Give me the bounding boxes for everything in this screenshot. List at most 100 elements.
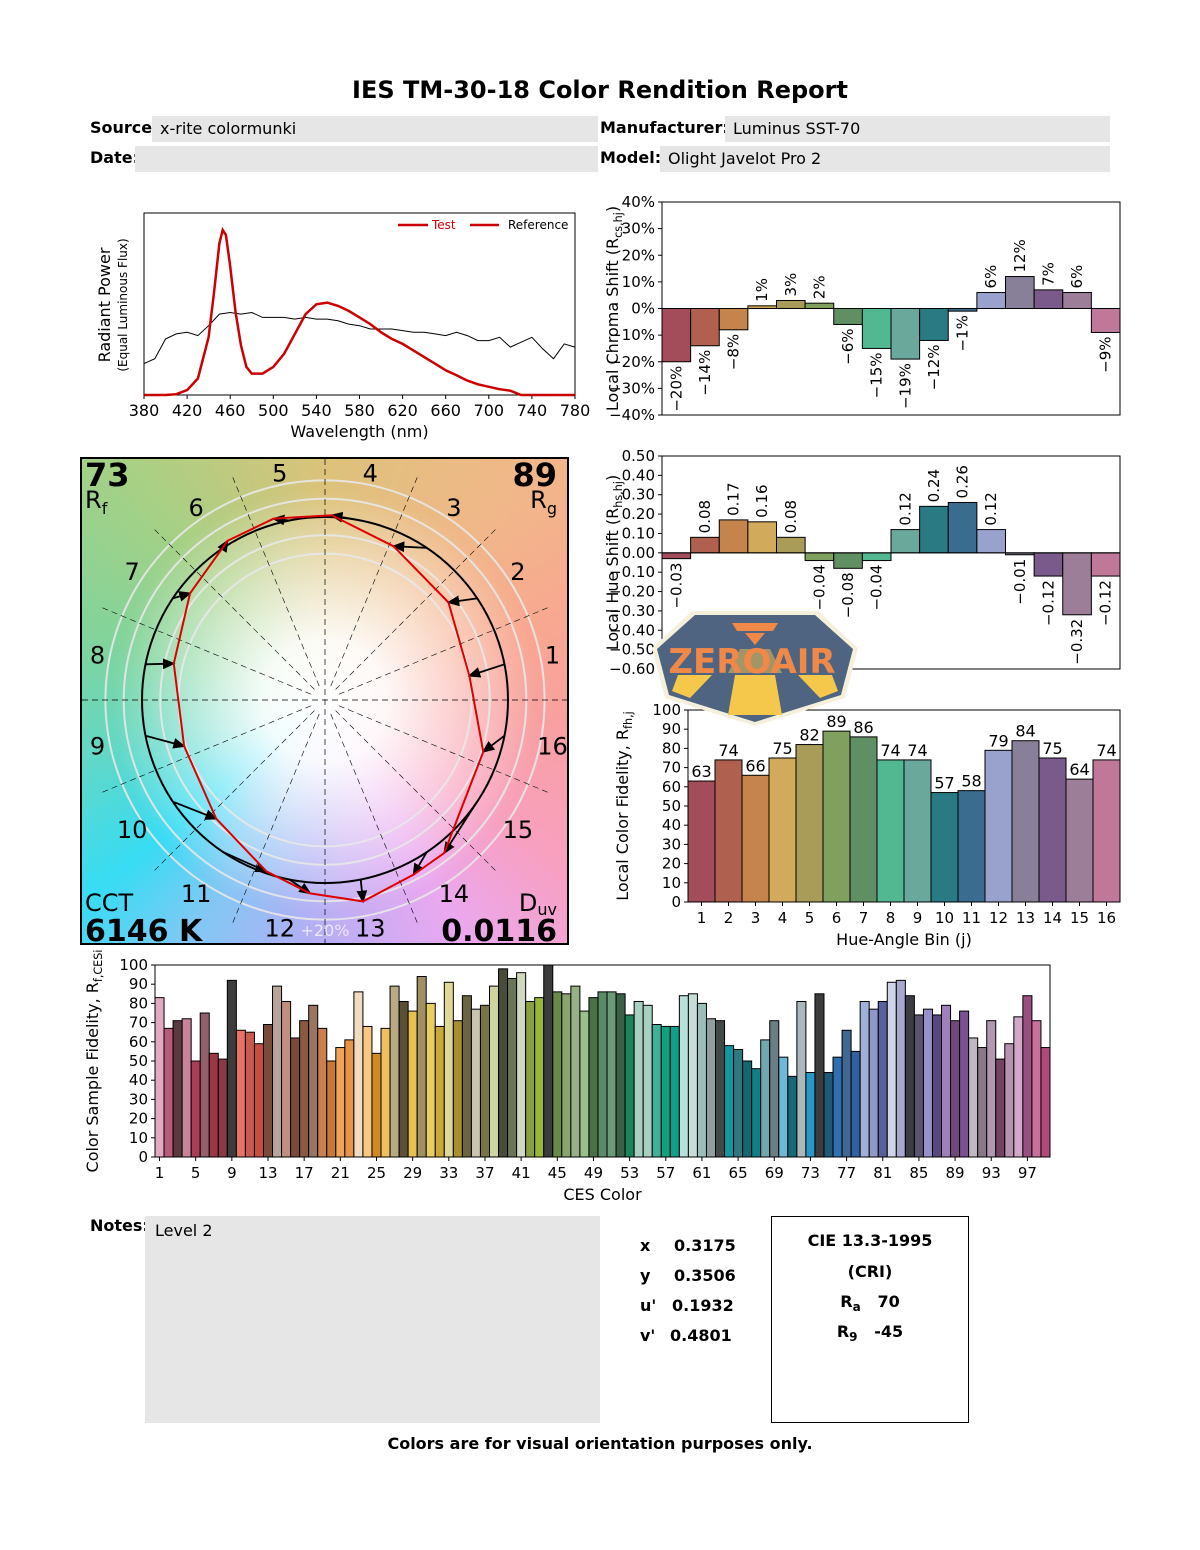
fidelity-value-label: 75 — [1042, 739, 1062, 758]
fidelity-y-tick-label: 80 — [662, 739, 681, 757]
hue-y-tick-label: −0.20 — [609, 583, 655, 601]
fidelity-value-label: 57 — [934, 774, 954, 793]
chroma-y-tick-label: −40% — [609, 406, 655, 424]
bin-boundary-line — [151, 526, 315, 690]
date-label: Date: — [90, 148, 139, 167]
ces-bar-92 — [977, 1047, 988, 1158]
notes-box — [145, 1216, 600, 1423]
hue-value-label: −0.32 — [1068, 619, 1086, 665]
ces-bar-65 — [733, 1048, 744, 1158]
ces-bar-67 — [751, 1068, 762, 1158]
y-axis-sublabel: (Equal Luminous Flux) — [116, 238, 130, 371]
chroma-y-tick-label: −10% — [609, 326, 655, 344]
ces-x-tick-label: 13 — [258, 1164, 277, 1182]
ces-bar-88 — [941, 1004, 952, 1158]
chroma-value-label: 6% — [982, 265, 1000, 289]
ces-x-tick-label: 93 — [982, 1164, 1001, 1182]
bin-label-9: 9 — [90, 732, 105, 760]
hue-bar-10 — [919, 505, 949, 554]
ces-bar-18 — [308, 1004, 319, 1158]
fidelity-y-tick-label: 70 — [662, 759, 681, 777]
ces-x-tick-label: 85 — [909, 1164, 928, 1182]
bin-label-16: 16 — [537, 732, 568, 760]
ces-bar-20 — [326, 1060, 337, 1158]
fidelity-x-tick-label: 12 — [989, 909, 1008, 927]
fidelity-x-tick-label: 5 — [805, 909, 815, 927]
v-prime-value: 0.4801 — [670, 1326, 732, 1345]
ces-x-tick-label: 9 — [227, 1164, 237, 1182]
ces-bar-5 — [190, 1060, 201, 1158]
x-tick-label: 740 — [517, 401, 548, 420]
ces-y-tick-label: 90 — [129, 975, 148, 993]
x-tick-label: 660 — [430, 401, 461, 420]
spectrum-plot-area — [143, 212, 576, 396]
local-chroma-shift-chart: −20% −14% −8% 1% 3% 2% −6% −15% −19% −12% −1% 6% 12%… — [603, 193, 1121, 424]
ces-bar-59 — [678, 995, 689, 1158]
fidelity-bar-7 — [849, 736, 878, 903]
ces-bar-87 — [931, 1014, 943, 1158]
ces-y-tick-label: 70 — [129, 1014, 148, 1032]
ces-bar-80 — [868, 1008, 879, 1158]
chroma-value-label: −6% — [839, 328, 857, 364]
manufacturer-label: Manufacturer: — [600, 118, 729, 137]
ces-bar-8 — [217, 1058, 228, 1158]
ces-bar-72 — [796, 1000, 807, 1158]
hue-y-tick-label: 0.00 — [622, 544, 655, 562]
fidelity-y-tick-label: 50 — [662, 797, 681, 815]
x-tick-label: 580 — [344, 401, 375, 420]
ces-bar-34 — [452, 1020, 463, 1158]
bin-boundary-line — [230, 473, 320, 687]
bin-label-12: 12 — [264, 915, 295, 943]
hue-y-tick-label: 0.50 — [622, 447, 655, 465]
ces-bar-32 — [434, 1025, 445, 1158]
ces-bar-61 — [696, 1002, 707, 1158]
manufacturer-field: Luminus SST-70 — [725, 116, 1110, 142]
chroma-value-label: −8% — [725, 334, 743, 370]
ces-y-tick-label: 100 — [119, 956, 148, 974]
fidelity-x-tick-label: 9 — [913, 909, 923, 927]
source-field: x-rite colormunki — [152, 116, 598, 142]
ces-bar-76 — [832, 1056, 843, 1158]
fidelity-y-tick-label: 40 — [662, 816, 681, 834]
ces-x-tick-label: 25 — [367, 1164, 386, 1182]
ces-x-tick-label: 97 — [1018, 1164, 1037, 1182]
hue-value-label: 0.08 — [782, 500, 800, 533]
bin-boundary-line — [151, 710, 315, 874]
ces-y-tick-label: 60 — [129, 1033, 148, 1051]
shift-arrow-bin-14 — [412, 851, 428, 877]
hue-value-label: 0.16 — [753, 484, 771, 517]
bin-label-3: 3 — [446, 494, 461, 522]
ces-bar-6 — [199, 1012, 210, 1158]
chroma-bar-15 — [1062, 292, 1092, 309]
fidelity-value-label: 63 — [691, 762, 711, 781]
fidelity-bar-2 — [714, 759, 743, 903]
fidelity-x-tick-label: 11 — [962, 909, 981, 927]
x-tick-label: 620 — [387, 401, 418, 420]
ces-bar-56 — [651, 1024, 662, 1158]
ces-x-tick-label: 73 — [801, 1164, 820, 1182]
cri-box: CIE 13.3-1995 (CRI) Ra 70 R9 -45 — [771, 1216, 969, 1423]
hue-y-axis-label-part: ) — [603, 475, 622, 481]
ces-bar-78 — [850, 1050, 861, 1158]
ces-x-tick-label: 1 — [155, 1164, 165, 1182]
hue-value-label: −0.04 — [868, 565, 886, 611]
ces-bar-89 — [950, 1020, 961, 1158]
ces-bar-64 — [724, 1045, 735, 1158]
chroma-y-axis-label: Local Chroma Shift (Rcs,hj) — [603, 206, 625, 411]
fidelity-y-axis-label-part: fh,j — [622, 711, 635, 729]
chroma-value-label: −12% — [925, 344, 943, 390]
chroma-y-tick-label: 10% — [622, 273, 655, 291]
bin-boundary-line — [338, 705, 552, 795]
hue-y-tick-label: −0.40 — [609, 621, 655, 639]
ces-x-tick-label: 81 — [873, 1164, 892, 1182]
hue-y-axis-label-part: hs,hj — [612, 481, 625, 508]
ces-y-tick-label: 80 — [129, 994, 148, 1012]
chroma-bar-10 — [919, 308, 949, 341]
ces-bar-28 — [398, 1000, 409, 1158]
chroma-bar-14 — [1033, 289, 1064, 309]
fidelity-x-tick-label: 3 — [751, 909, 761, 927]
hue-bar-15 — [1062, 552, 1092, 616]
chroma-value-label: −14% — [696, 350, 714, 396]
notes-label: Notes: — [90, 1216, 149, 1235]
chroma-bar-3 — [718, 308, 749, 331]
